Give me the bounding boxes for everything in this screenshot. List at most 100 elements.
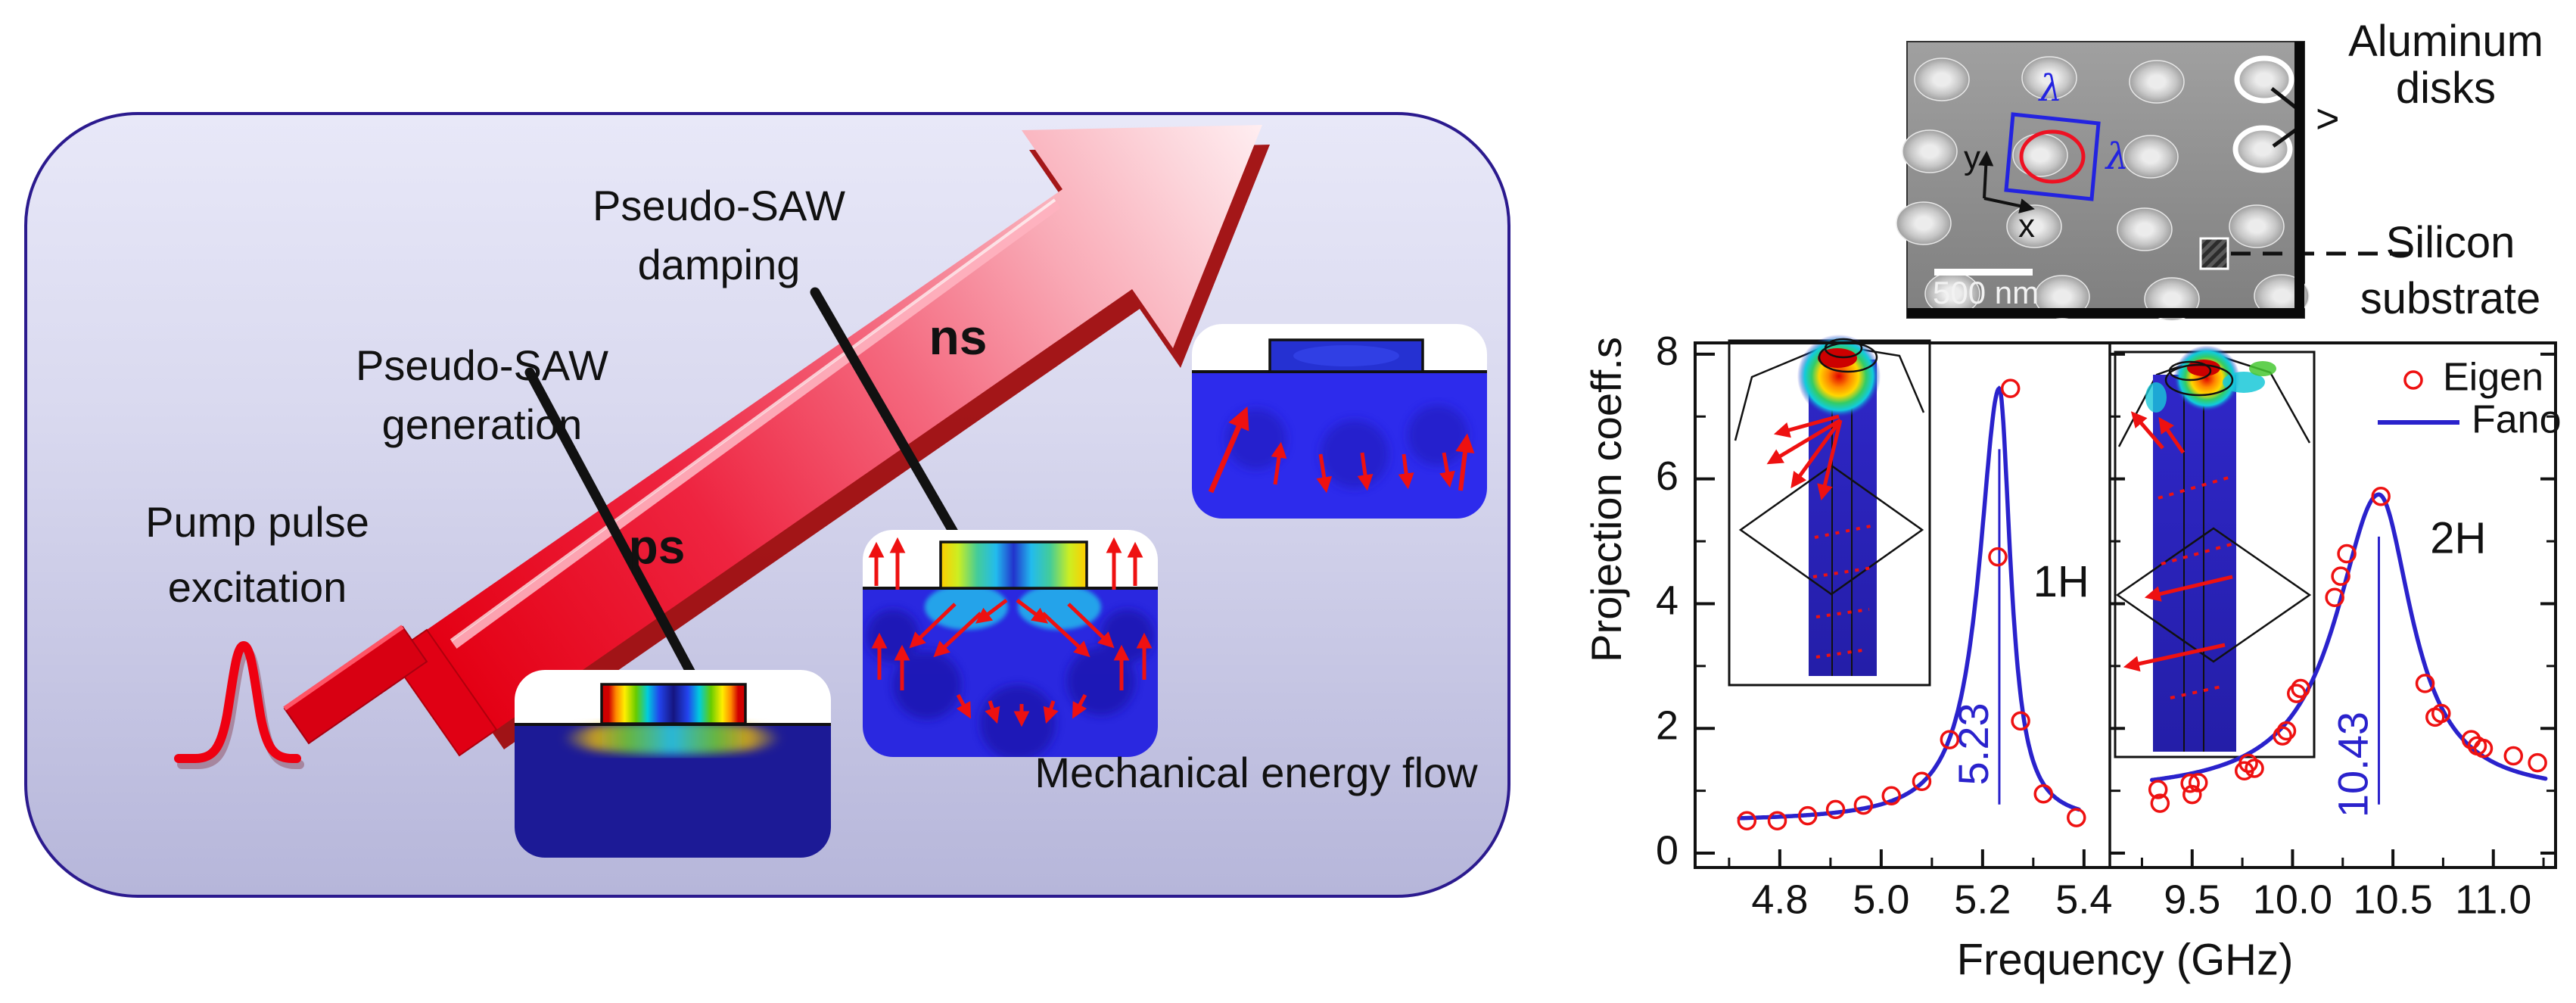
aluminum-disks-label: Aluminum disks: [2348, 18, 2543, 112]
eigen-point: [1767, 811, 1787, 830]
pump-pulse-line1: Pump pulse: [145, 498, 369, 546]
generation-line1: Pseudo-SAW: [355, 341, 609, 389]
arrow-bevel-highlight: [451, 201, 1061, 649]
x-tick-label: 10.5: [2354, 877, 2433, 922]
ps-tick-line: [524, 367, 706, 696]
x-tick-label: 5.4: [2055, 877, 2112, 922]
mode-inset-2h: [2114, 344, 2316, 758]
eigen-point: [1940, 730, 1960, 749]
eigen-point: [2245, 758, 2264, 778]
eigen-point: [2150, 793, 2170, 813]
y-tick-label: 2: [1656, 703, 1678, 749]
pump-pulse-line2: excitation: [167, 563, 347, 611]
plot-frame: [1694, 341, 2557, 869]
damping-line2: damping: [637, 241, 801, 288]
eigen-point: [2276, 721, 2297, 741]
x-tick-label: 5.0: [1853, 877, 1909, 922]
fano-curve: [1737, 385, 2081, 821]
x-tick-label: 5.2: [1954, 877, 2011, 922]
y-tick-label: 4: [1656, 578, 1678, 624]
eigen-point: [2431, 703, 2451, 724]
lambda-top-label: λ: [2038, 67, 2062, 110]
eigen-point: [1912, 771, 1932, 792]
eigen-point: [2180, 774, 2200, 793]
eigen-point: [2148, 780, 2168, 799]
x-tick-label: 11.0: [2455, 877, 2531, 922]
ns-label: ns: [929, 309, 988, 365]
peak-annotation-label: 10.43: [2329, 712, 2376, 818]
arrow-specular: [450, 198, 1056, 642]
eigen-point: [2238, 753, 2258, 774]
eigen-point: [2325, 587, 2344, 607]
scale-bar: [1934, 269, 2033, 276]
aluminum-line1: Aluminum: [2348, 17, 2543, 66]
eigen-point: [2033, 784, 2053, 804]
arrow-tail-slab: [283, 625, 428, 745]
y-tick-label: 6: [1656, 453, 1678, 499]
arrow-tail-slab-edge: [283, 625, 404, 711]
eigen-point: [1988, 547, 2008, 567]
eigen-point: [1797, 805, 1818, 826]
silicon-line2: substrate: [2360, 274, 2541, 323]
eigen-point: [1881, 786, 1902, 805]
eigen-point: [2188, 773, 2208, 793]
mode-label: 2H: [2430, 513, 2486, 562]
mode-inset-1h: [1728, 332, 1931, 687]
eigen-point: [2415, 674, 2435, 693]
y-axis-icon-label: y: [1964, 139, 1980, 176]
damping-line1: Pseudo-SAW: [592, 182, 846, 229]
eigen-point: [2000, 378, 2021, 398]
eigen-point: [2503, 746, 2524, 766]
eigen-point: [2331, 566, 2350, 586]
ps-label: ps: [628, 519, 686, 574]
eigen-point: [1737, 811, 1757, 830]
mode-label: 1H: [2033, 557, 2089, 606]
sem-image: λ λ y x 500 nm >: [1896, 41, 2410, 321]
simulation-inset-generation: [515, 670, 831, 858]
timeline-arrow-3d: [283, 125, 1270, 757]
x-axis-title: Frequency (GHz): [1957, 935, 2294, 984]
y-tick-label: 0: [1656, 827, 1678, 873]
x-tick-label: 9.5: [2164, 877, 2220, 922]
y-tick-label: 8: [1656, 329, 1678, 374]
simulation-inset-damping: [1192, 324, 1487, 519]
substrate-hatch-marker: [2199, 237, 2229, 270]
chevron-pointer-icon: >: [2316, 96, 2340, 142]
legend-eigen-label: Eigen: [2443, 356, 2543, 400]
highlighted-disk: [2232, 125, 2293, 173]
eigen-point: [1825, 799, 1846, 820]
x-tick-label: 10.0: [2253, 877, 2332, 922]
generation-label: Pseudo-SAW generation: [356, 336, 608, 454]
eigen-point: [2011, 711, 2030, 731]
silicon-substrate-label: Silicon substrate: [2360, 215, 2541, 327]
legend-eigen-marker: [2403, 370, 2423, 390]
pump-pulse-label: Pump pulse excitation: [145, 490, 369, 620]
unit-disk-circle: [2019, 129, 2086, 184]
energy-flow-label: Mechanical energy flow: [1034, 749, 1478, 796]
legend-fano-label: Fano: [2472, 398, 2562, 442]
generation-line2: generation: [381, 400, 583, 448]
x-tick-label: 4.8: [1751, 877, 1808, 922]
eigen-point: [2273, 726, 2292, 746]
eigen-point: [2473, 738, 2494, 758]
eigen-point: [2371, 486, 2391, 506]
pump-pulse-icon: [174, 640, 304, 769]
xy-axes-icon: [1978, 151, 2035, 213]
lambda-right-label: λ: [2105, 135, 2129, 178]
eigen-point: [2182, 784, 2202, 805]
silicon-line1: Silicon: [2385, 218, 2515, 267]
scale-bar-label: 500 nm: [1933, 275, 2039, 310]
eigen-point: [2291, 678, 2310, 699]
unit-cell-outline: [2004, 112, 2101, 201]
eigen-point: [2528, 752, 2547, 773]
eigen-point: [2286, 684, 2307, 703]
aluminum-line2: disks: [2395, 64, 2497, 113]
eigen-point: [2067, 808, 2086, 827]
simulation-inset-energy-flow: [863, 530, 1158, 757]
highlighted-disk: [2234, 55, 2294, 104]
x-axis-icon-label: x: [2018, 207, 2035, 245]
y-axis-title: Projection coeff.s: [1582, 337, 1630, 662]
